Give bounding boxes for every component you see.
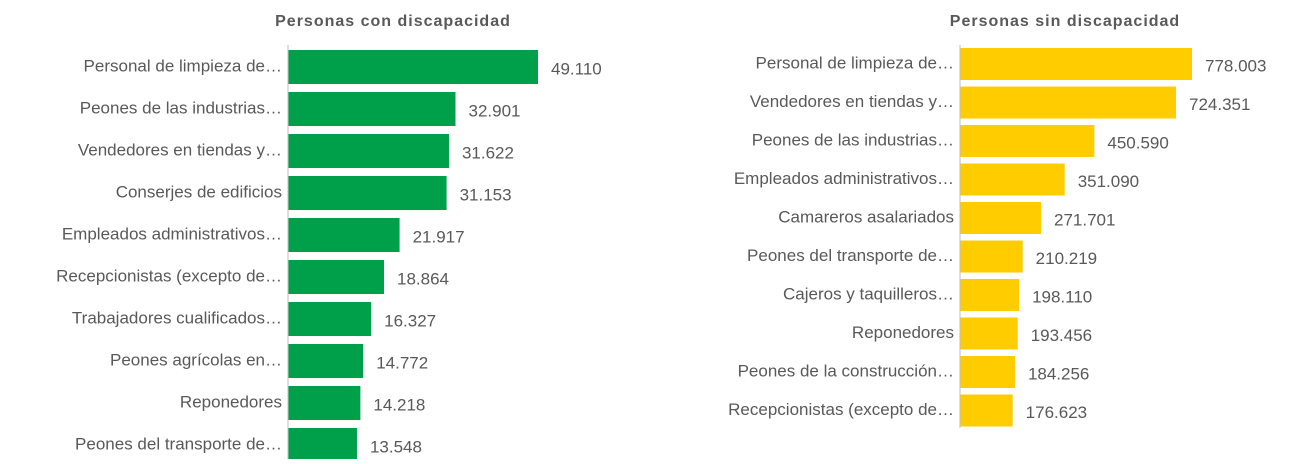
category-label: Personal de limpieza de… <box>84 56 282 75</box>
value-label: 198.110 <box>1032 287 1092 306</box>
value-label: 193.456 <box>1031 326 1092 345</box>
category-label: Empleados administrativos… <box>62 224 282 243</box>
category-label: Recepcionistas (excepto de… <box>56 266 282 285</box>
bar <box>288 344 364 378</box>
category-label: Peones agrícolas en… <box>110 350 282 369</box>
bar <box>288 302 372 336</box>
bar <box>960 202 1042 234</box>
value-label: 16.327 <box>384 311 436 330</box>
value-label: 351.090 <box>1078 172 1139 191</box>
value-label: 49.110 <box>551 59 602 78</box>
category-label: Camareros asalariados <box>778 207 954 226</box>
bar <box>288 176 447 210</box>
value-label: 271.701 <box>1054 210 1115 229</box>
category-label: Vendedores en tiendas y… <box>750 92 954 111</box>
bar <box>288 134 449 168</box>
category-label: Peones del transporte de… <box>747 246 954 265</box>
category-label: Peones de las industrias… <box>80 98 282 117</box>
value-label: 778.003 <box>1205 56 1266 75</box>
bar <box>960 279 1020 311</box>
value-label: 21.917 <box>413 227 465 246</box>
bar <box>288 92 456 126</box>
category-label: Conserjes de edificios <box>116 182 282 201</box>
value-label: 450.590 <box>1107 133 1168 152</box>
category-label: Peones de la construcción… <box>738 361 954 380</box>
value-label: 176.623 <box>1026 403 1087 422</box>
value-label: 32.901 <box>468 101 520 120</box>
category-label: Peones del transporte de… <box>75 434 282 453</box>
value-label: 210.219 <box>1036 249 1097 268</box>
bar <box>288 260 385 294</box>
category-label: Reponedores <box>852 323 954 342</box>
value-label: 14.218 <box>373 395 425 414</box>
category-label: Cajeros y taquilleros… <box>783 284 954 303</box>
chart-title: Personas con discapacidad <box>275 13 511 30</box>
category-label: Recepcionistas (excepto de… <box>728 400 954 419</box>
bar <box>960 86 1177 119</box>
value-label: 31.622 <box>462 143 514 162</box>
category-label: Reponedores <box>180 392 282 411</box>
category-label: Trabajadores cualificados… <box>72 308 282 327</box>
value-label: 724.351 <box>1189 95 1250 114</box>
chart-title: Personas sin discapacidad <box>950 13 1180 30</box>
bar <box>960 240 1023 273</box>
bar <box>288 50 538 84</box>
value-label: 13.548 <box>370 437 422 456</box>
category-label: Peones de las industrias… <box>752 130 954 149</box>
value-label: 31.153 <box>460 185 512 204</box>
bar <box>960 125 1095 157</box>
bar <box>288 218 400 252</box>
bar <box>960 317 1018 350</box>
category-label: Personal de limpieza de… <box>756 53 954 72</box>
bar <box>288 386 361 420</box>
value-label: 184.256 <box>1028 364 1089 383</box>
value-label: 18.864 <box>397 269 449 288</box>
category-label: Empleados administrativos… <box>734 169 954 188</box>
bar <box>960 48 1192 80</box>
bar <box>960 163 1065 196</box>
bar <box>960 394 1013 427</box>
bar <box>288 428 357 462</box>
category-label: Vendedores en tiendas y… <box>78 140 282 159</box>
value-label: 14.772 <box>376 353 428 372</box>
bar <box>960 356 1015 388</box>
